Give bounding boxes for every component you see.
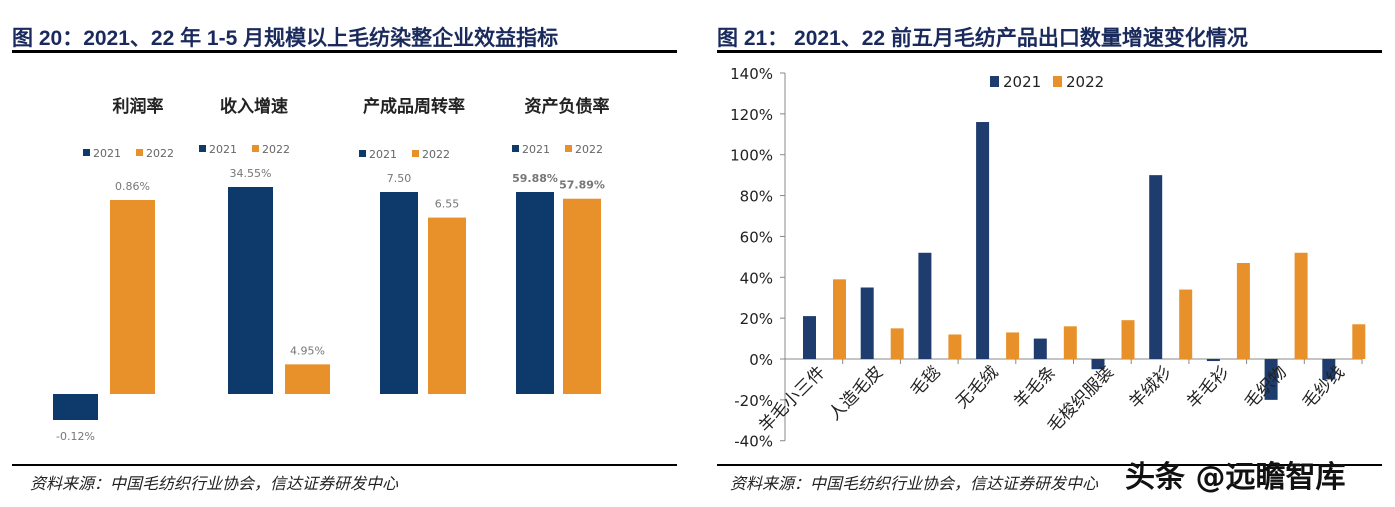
legend-label-2022: 2022 bbox=[422, 148, 450, 161]
right-title-rule bbox=[717, 50, 1382, 53]
legend-label-2022: 2022 bbox=[1066, 73, 1104, 91]
bar-2022-毛梭织服装 bbox=[1121, 320, 1135, 359]
y-tick-label: 0% bbox=[749, 351, 773, 369]
data-label: 7.50 bbox=[387, 172, 412, 185]
bar-2021-毛毯 bbox=[918, 252, 932, 359]
y-tick-label: 140% bbox=[730, 65, 773, 83]
left-title-rule bbox=[12, 50, 677, 53]
x-tick-label: 毛毯 bbox=[907, 362, 945, 400]
y-tick-label: -40% bbox=[734, 433, 773, 451]
bar-2021 bbox=[228, 187, 273, 394]
left-title: 图 20：2021、22 年 1-5 月规模以上毛纺染整企业效益指标 bbox=[12, 27, 559, 50]
bar-2022-羊绒衫 bbox=[1179, 289, 1193, 359]
legend-label-2021: 2021 bbox=[369, 148, 397, 161]
x-tick-label: 羊毛条 bbox=[1010, 362, 1060, 412]
bar-2021-无毛绒 bbox=[976, 122, 990, 360]
data-label: -0.12% bbox=[56, 430, 95, 443]
right-title: 图 21： 2021、22 前五月毛纺产品出口数量增速变化情况 bbox=[717, 27, 1248, 50]
x-tick-label: 羊绒衫 bbox=[1125, 362, 1175, 412]
y-tick-label: 80% bbox=[740, 188, 773, 206]
bar-2021 bbox=[53, 394, 98, 420]
x-tick-label: 无毛绒 bbox=[952, 362, 1002, 412]
legend-label-2021: 2021 bbox=[209, 143, 237, 156]
data-label: 34.55% bbox=[230, 167, 272, 180]
bar-2022-无毛绒 bbox=[1006, 332, 1020, 359]
legend-label-2022: 2022 bbox=[146, 147, 174, 160]
legend-swatch-2021 bbox=[83, 149, 90, 156]
bar-2022-毛纱线 bbox=[1352, 324, 1366, 359]
right-source-rule bbox=[717, 464, 1382, 466]
legend-label-2022: 2022 bbox=[262, 143, 290, 156]
legend-swatch-2022 bbox=[1053, 76, 1062, 87]
y-tick-label: 120% bbox=[730, 106, 773, 124]
y-tick-label: 40% bbox=[740, 269, 773, 287]
bar-2022-羊毛小三件 bbox=[833, 279, 846, 359]
bar-2021-羊毛衫 bbox=[1206, 359, 1220, 362]
bar-2022-羊毛条 bbox=[1063, 326, 1077, 359]
left-source: 资料来源：中国毛纺织行业协会，信达证券研发中心 bbox=[30, 474, 399, 493]
bar-2022-毛毯 bbox=[948, 334, 962, 359]
data-label: 57.89% bbox=[559, 179, 605, 192]
y-tick-label: -20% bbox=[734, 392, 773, 410]
right-source: 资料来源：中国毛纺织行业协会，信达证券研发中心 bbox=[730, 474, 1099, 493]
data-label: 4.95% bbox=[290, 344, 325, 357]
watermark: 头条 @远瞻智库 bbox=[1125, 460, 1346, 495]
bar-2022 bbox=[428, 217, 466, 394]
legend-swatch-2021 bbox=[512, 145, 519, 152]
left-source-rule bbox=[12, 464, 677, 466]
bar-2022 bbox=[563, 198, 601, 394]
bar-2021-羊毛小三件 bbox=[803, 316, 816, 359]
bar-2022-羊毛衫 bbox=[1236, 262, 1250, 359]
legend-label-2021: 2021 bbox=[522, 143, 550, 156]
legend-swatch-2021 bbox=[199, 145, 206, 152]
legend-swatch-2022 bbox=[252, 145, 259, 152]
bar-2022-人造毛皮 bbox=[890, 328, 904, 359]
data-label: 0.86% bbox=[115, 180, 150, 193]
legend-swatch-2021 bbox=[990, 76, 999, 87]
legend-swatch-2021 bbox=[359, 150, 366, 157]
bar-2021-毛织物 bbox=[1264, 359, 1278, 400]
y-tick-label: 100% bbox=[730, 147, 773, 165]
bar-2021-毛纱线 bbox=[1322, 359, 1336, 380]
legend-swatch-2022 bbox=[136, 149, 143, 156]
x-tick-label: 人造毛皮 bbox=[825, 362, 887, 424]
bar-2021-羊毛条 bbox=[1033, 338, 1047, 359]
bar-2021-人造毛皮 bbox=[860, 287, 874, 359]
y-tick-label: 20% bbox=[740, 310, 773, 328]
data-label: 6.55 bbox=[435, 198, 460, 211]
bar-2022 bbox=[285, 364, 330, 394]
panel-title: 资产负债率 bbox=[525, 96, 610, 117]
data-label: 59.88% bbox=[512, 172, 558, 185]
panel-title: 产成品周转率 bbox=[363, 96, 465, 117]
legend-swatch-2022 bbox=[565, 145, 572, 152]
bar-2021-羊绒衫 bbox=[1149, 175, 1163, 359]
legend-swatch-2022 bbox=[412, 150, 419, 157]
panel-title: 收入增速 bbox=[220, 96, 288, 117]
x-tick-label: 羊毛衫 bbox=[1183, 362, 1233, 412]
legend-label-2021: 2021 bbox=[1003, 73, 1041, 91]
panel-title: 利润率 bbox=[113, 96, 164, 117]
legend-label-2021: 2021 bbox=[93, 147, 121, 160]
bar-2021 bbox=[516, 192, 554, 394]
legend-label-2022: 2022 bbox=[575, 143, 603, 156]
bar-2021-毛梭织服装 bbox=[1091, 359, 1105, 370]
bar-2022 bbox=[110, 200, 155, 394]
bar-2021 bbox=[380, 192, 418, 394]
y-tick-label: 60% bbox=[740, 228, 773, 246]
bar-2022-毛织物 bbox=[1294, 252, 1308, 359]
